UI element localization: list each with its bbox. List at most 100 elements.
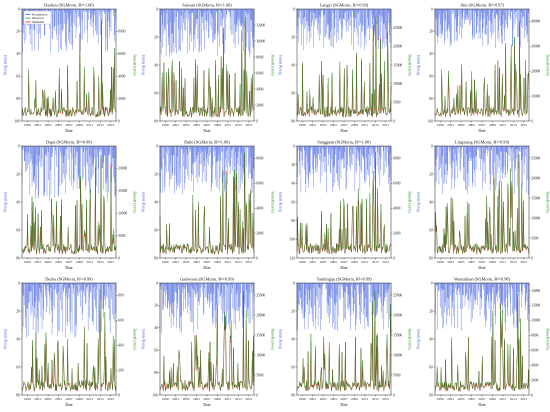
precip-tick-label: 0 bbox=[18, 7, 20, 11]
precip-tick-label: 60 bbox=[16, 365, 20, 369]
runoff-tick-label: 800 bbox=[118, 294, 124, 298]
precip-tick-label: 40 bbox=[291, 63, 295, 67]
observed-runoff-line bbox=[21, 154, 117, 255]
date-tick-label: 2015 bbox=[382, 123, 389, 127]
date-tick-label: 2015 bbox=[520, 260, 527, 264]
date-tick-label: 2001 bbox=[34, 123, 41, 127]
date-tick-label: 2003 bbox=[182, 123, 189, 127]
precip-tick-label: 0 bbox=[431, 7, 433, 11]
precip-tick-label: 80 bbox=[291, 219, 295, 223]
runoff-tick-label: 10000 bbox=[393, 353, 402, 357]
date-tick-label: 2011 bbox=[224, 397, 231, 401]
precip-axis-label: Precip (mm) bbox=[141, 192, 145, 212]
runoff-tick-label: 2000 bbox=[531, 378, 538, 382]
precip-axis-label: Precip (mm) bbox=[279, 55, 283, 75]
date-tick-label: 2009 bbox=[76, 123, 83, 127]
date-tick-label: 2003 bbox=[320, 397, 327, 401]
date-tick-label: 2015 bbox=[107, 397, 114, 401]
precipitation-series bbox=[434, 283, 529, 332]
date-tick-label: 1999 bbox=[436, 123, 443, 127]
runoff-tick-label: 4000 bbox=[531, 363, 538, 367]
chart-panel: Yandingqu (SGMorm, R²=0.99) 0 20 40 60 80 0 500… bbox=[279, 277, 412, 408]
runoff-tick-label: 5000 bbox=[393, 101, 400, 105]
date-tick-label: 2003 bbox=[182, 397, 189, 401]
runoff-tick-label: 14000 bbox=[531, 289, 540, 293]
precip-axis-label: Precip (mm) bbox=[416, 329, 420, 349]
date-tick-label: 2011 bbox=[87, 123, 94, 127]
precip-tick-label: 20 bbox=[154, 35, 158, 39]
date-tick-label: 2001 bbox=[172, 123, 179, 127]
date-tick-label: 1999 bbox=[299, 397, 306, 401]
plot-frame bbox=[159, 145, 254, 259]
precipitation-series bbox=[21, 283, 117, 338]
precip-tick-label: 0 bbox=[156, 7, 158, 11]
precipitation-series bbox=[159, 146, 254, 195]
runoff-tick-label: 10000 bbox=[256, 353, 265, 357]
date-tick-label: 2005 bbox=[468, 397, 475, 401]
date-tick-label: 2007 bbox=[66, 123, 73, 127]
date-tick-label: 2005 bbox=[193, 260, 200, 264]
x-axis-label: Date bbox=[340, 403, 348, 407]
runoff-tick-label: 20000 bbox=[256, 313, 265, 317]
date-tick-label: 2013 bbox=[97, 397, 104, 401]
date-tick-label: 2007 bbox=[478, 123, 485, 127]
date-tick-label: 2013 bbox=[372, 397, 379, 401]
runoff-tick-label: 15000 bbox=[531, 196, 540, 200]
chart-title: Langzi (SGMorm, R²=0.99) bbox=[320, 3, 369, 9]
precip-tick-label: 40 bbox=[154, 326, 158, 330]
date-tick-label: 2007 bbox=[341, 397, 348, 401]
runoff-axis-label: Runoff (m³/s) bbox=[133, 191, 137, 213]
runoff-tick-label: 5000 bbox=[118, 234, 125, 238]
date-tick-label: 2005 bbox=[330, 397, 337, 401]
precip-tick-label: 80 bbox=[291, 119, 295, 123]
date-tick-label: 2011 bbox=[362, 397, 369, 401]
date-tick-label: 1999 bbox=[161, 260, 168, 264]
date-tick-label: 2007 bbox=[203, 123, 210, 127]
precip-tick-label: 60 bbox=[16, 75, 20, 79]
runoff-tick-label: 200 bbox=[118, 368, 124, 372]
precip-tick-label: 0 bbox=[156, 281, 158, 285]
runoff-tick-label: 2000 bbox=[118, 97, 125, 101]
precip-tick-label: 20 bbox=[16, 30, 20, 34]
chart-title: Gaoheyan (SGMorm, R²=0.99) bbox=[180, 277, 234, 283]
date-tick-label: 2001 bbox=[309, 260, 316, 264]
date-tick-label: 1999 bbox=[24, 260, 31, 264]
date-tick-label: 2013 bbox=[509, 123, 516, 127]
date-tick-label: 2011 bbox=[499, 260, 506, 264]
runoff-tick-label: 0 bbox=[118, 119, 120, 123]
date-tick-label: 2009 bbox=[76, 260, 83, 264]
precip-tick-label: 60 bbox=[429, 228, 433, 232]
runoff-tick-label: 0 bbox=[118, 393, 120, 397]
runoff-tick-label: 0 bbox=[256, 256, 258, 260]
date-tick-label: 2013 bbox=[234, 123, 241, 127]
runoff-tick-label: 0 bbox=[118, 256, 120, 260]
runoff-tick-label: 4000 bbox=[118, 75, 125, 79]
chart-panel: Langzi (SGMorm, R²=0.99) 0 20 40 60 80 0 5000 10… bbox=[279, 3, 412, 134]
precip-tick-label: 20 bbox=[16, 172, 20, 176]
plot-frame bbox=[21, 145, 117, 259]
date-tick-label: 2013 bbox=[509, 260, 516, 264]
date-tick-label: 1999 bbox=[24, 123, 31, 127]
observed-runoff-line bbox=[21, 289, 117, 392]
precip-tick-label: 80 bbox=[16, 393, 20, 397]
date-tick-label: 2011 bbox=[224, 123, 231, 127]
chart-title: Lingxiang (SGMorm, R²=0.99) bbox=[454, 140, 509, 146]
date-tick-label: 2003 bbox=[45, 123, 52, 127]
runoff-tick-label: 20000 bbox=[393, 313, 402, 317]
legend-entry: Precipitation bbox=[32, 12, 48, 16]
chart-panel: Lingxiang (SGMorm, R²=0.99) 0 20 40 60 80 0 500… bbox=[416, 140, 549, 271]
runoff-tick-label: 6000 bbox=[118, 52, 125, 56]
x-axis-label: Date bbox=[478, 266, 486, 270]
runoff-tick-label: 5000 bbox=[531, 236, 538, 240]
date-tick-label: 2009 bbox=[214, 260, 221, 264]
runoff-axis-label: Runoff (m³/s) bbox=[270, 191, 274, 213]
date-tick-label: 2003 bbox=[457, 397, 464, 401]
precip-tick-label: 20 bbox=[429, 30, 433, 34]
runoff-tick-label: 8000 bbox=[256, 55, 263, 59]
precip-tick-label: 120 bbox=[289, 256, 295, 260]
runoff-tick-label: 15000 bbox=[256, 333, 265, 337]
chart-title: Suiwan (SGMorm, R²=1.00) bbox=[182, 3, 232, 9]
precip-tick-label: 100 bbox=[289, 238, 295, 242]
runoff-tick-label: 8000 bbox=[531, 334, 538, 338]
